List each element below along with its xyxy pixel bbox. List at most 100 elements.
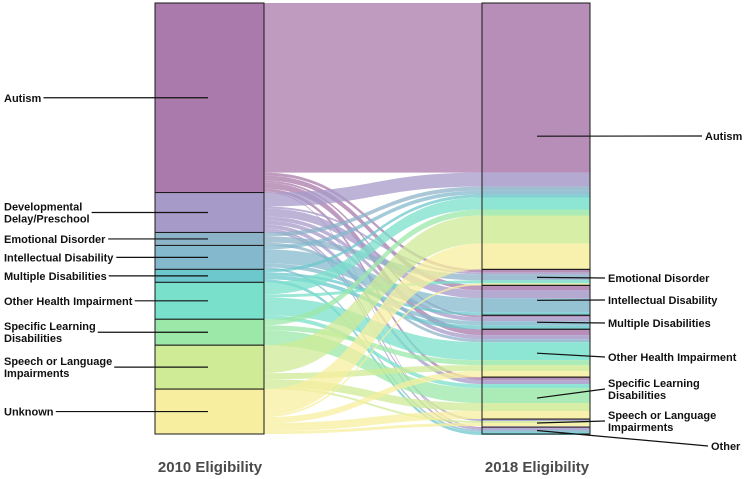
right-segment-multiple-from-multiple <box>482 325 590 330</box>
left-label-intellectual-line: Intellectual Disability <box>4 252 114 264</box>
left-label-emotional: Emotional Disorder <box>4 234 106 246</box>
right-segment-speech-from-speech <box>482 421 590 424</box>
left-label-ohi: Other Health Impairment <box>4 296 133 308</box>
flow-ohi-to-autism <box>264 197 482 295</box>
flow-emotional-to-autism <box>264 186 482 237</box>
right-segment-autism-from-intellectual <box>482 190 590 195</box>
right-segment-speech-from-devdelay <box>482 419 590 422</box>
right-segment-intellectual-from-devdelay <box>482 290 590 299</box>
right-segment-emotional-from-autism <box>482 269 590 273</box>
right-segment-emotional-from-ohi <box>482 280 590 284</box>
flow-unknown-to-sld <box>264 411 482 432</box>
flow-emotional-to-emotional <box>264 236 482 281</box>
left-label-speech: Speech or Language Impairments <box>4 356 112 380</box>
flow-speech-to-autism <box>264 215 482 374</box>
right-segment-ohi-from-devdelay <box>482 335 590 340</box>
right-label-autism-line: Autism <box>705 131 743 143</box>
left-label-sld: Specific Learning Disabilities <box>4 321 96 345</box>
left-label-emotional-line: Emotional Disorder <box>4 234 106 246</box>
left-label-unknown: Unknown <box>4 407 54 419</box>
right-segment-sld-from-autism <box>482 377 590 381</box>
left-label-sld-line: Specific Learning <box>4 321 96 333</box>
right-leader-speech <box>536 420 606 424</box>
right-segment-other-from-intellectual <box>482 430 590 433</box>
right-axis-label: 2018 Eligibility <box>485 459 590 476</box>
right-label-multiple-line: Multiple Disabilities <box>608 318 711 330</box>
left-label-intellectual: Intellectual Disability <box>4 252 114 264</box>
right-segment-emotional-from-emotional <box>482 274 590 281</box>
left-label-speech-line: Speech or Language <box>4 356 112 368</box>
flow-unknown-to-emotional <box>264 283 482 418</box>
right-segment-speech-from-unknown <box>482 423 590 427</box>
left-label-devdelay-line: Delay/Preschool <box>4 214 90 226</box>
left-label-devdelay: Developmental Delay/Preschool <box>4 202 90 226</box>
right-segment-autism-from-sld <box>482 209 590 216</box>
right-segment-emotional-from-devdelay <box>482 272 590 275</box>
right-segment-autism-from-unknown <box>482 243 590 270</box>
flow-devdelay-to-autism <box>264 172 482 207</box>
left-label-multiple: Multiple Disabilities <box>4 271 107 283</box>
left-label-speech-line: Impairments <box>4 368 69 380</box>
right-segment-autism-from-devdelay <box>482 172 590 187</box>
right-segment-ohi-from-ohi <box>482 342 590 361</box>
right-segment-autism-from-multiple <box>482 194 590 198</box>
right-segment-ohi-from-emotional <box>482 339 590 343</box>
right-label-speech-line: Speech or Language <box>608 410 716 422</box>
right-segment-ohi-from-speech <box>482 365 590 372</box>
flow-ohi-to-sld <box>264 315 482 389</box>
flow-autism-to-other <box>264 191 482 429</box>
right-label-sld-line: Specific Learning <box>608 378 700 390</box>
labels-layer: Autism Developmental Delay/Preschool Emotio… <box>4 93 743 453</box>
right-segment-autism-from-emotional <box>482 186 590 191</box>
right-segment-autism-from-ohi <box>482 197 590 210</box>
flow-intellectual-to-autism <box>264 190 482 250</box>
right-label-ohi-line: Other Health Impairment <box>608 352 737 364</box>
nodes-layer <box>154 2 591 435</box>
flow-sld-to-autism <box>264 209 482 326</box>
right-leader-emotional <box>536 276 606 279</box>
left-label-ohi-line: Other Health Impairment <box>4 296 133 308</box>
right-label-emotional: Emotional Disorder <box>608 273 710 285</box>
flow-unknown-to-speech <box>264 423 482 434</box>
right-segment-multiple-from-autism <box>482 315 590 318</box>
right-segment-emotional-from-unknown <box>482 283 590 286</box>
right-label-speech: Speech or Language Impairments <box>608 410 716 434</box>
right-label-intellectual: Intellectual Disability <box>608 295 718 307</box>
right-leader-multiple <box>536 321 606 324</box>
right-segment-autism-from-speech <box>482 215 590 244</box>
right-label-ohi: Other Health Impairment <box>608 352 737 364</box>
right-segment-intellectual-from-intellectual <box>482 298 590 313</box>
right-segment-autism-from-autism <box>482 3 590 173</box>
flow-unknown-to-autism <box>264 243 482 416</box>
right-segment-ohi-from-autism <box>482 329 590 336</box>
right-segment-sld-from-sld <box>482 388 590 404</box>
right-segment-sld-from-speech <box>482 403 590 412</box>
right-label-speech-line: Impairments <box>608 422 673 434</box>
right-label-sld-line: Disabilities <box>608 390 666 402</box>
right-label-multiple: Multiple Disabilities <box>608 318 711 330</box>
right-segment-sld-from-ohi <box>482 384 590 389</box>
right-segment-sld-from-unknown <box>482 411 590 420</box>
left-label-multiple-line: Multiple Disabilities <box>4 271 107 283</box>
right-leader-other <box>536 429 709 447</box>
right-label-other: Other <box>711 441 741 453</box>
right-segment-other-from-devdelay <box>482 428 590 431</box>
right-label-autism: Autism <box>705 131 743 143</box>
flow-autism-to-emotional <box>264 172 482 273</box>
left-label-unknown-line: Unknown <box>4 407 54 419</box>
right-segment-multiple-from-devdelay <box>482 317 590 322</box>
flow-unknown-to-ohi <box>264 371 482 424</box>
right-leader-sld <box>536 388 606 399</box>
right-label-sld: Specific Learning Disabilities <box>608 378 700 402</box>
left-label-autism: Autism <box>4 93 42 105</box>
leaders-layer <box>43 97 709 447</box>
right-segment-ohi-from-sld <box>482 360 590 366</box>
right-segment-ohi-from-unknown <box>482 371 590 378</box>
flow-sld-to-ohi <box>264 325 482 366</box>
left-label-sld-line: Disabilities <box>4 333 62 345</box>
right-segment-multiple-from-intellectual <box>482 321 590 326</box>
right-leader-ohi <box>536 352 606 358</box>
flow-devdelay-to-intellectual <box>264 208 482 299</box>
flows-layer <box>264 3 482 435</box>
